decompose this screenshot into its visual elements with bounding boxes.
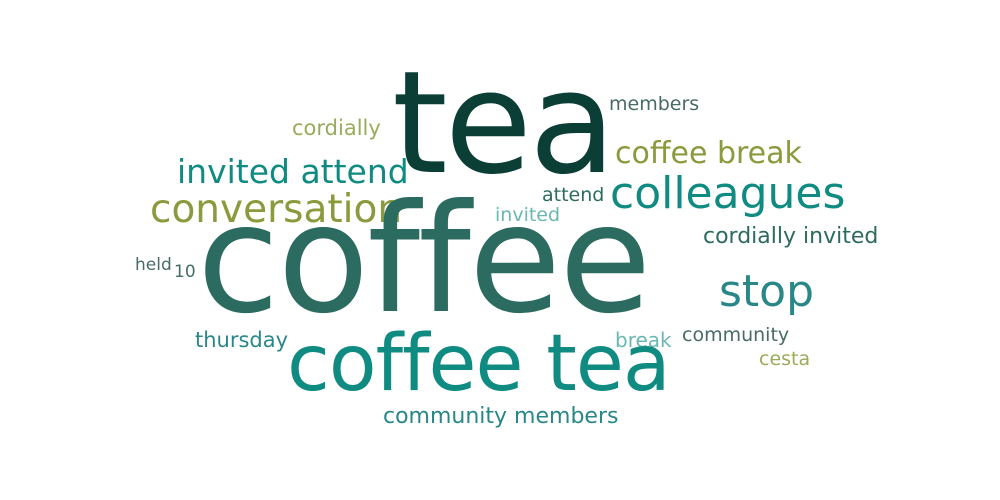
word-invited: invited bbox=[495, 204, 561, 226]
word-conversation: conversation bbox=[150, 187, 403, 232]
word-cordially-invited: cordially invited bbox=[703, 224, 879, 249]
word-held: held bbox=[135, 255, 172, 275]
word-colleagues: colleagues bbox=[610, 168, 846, 219]
word-coffee-break: coffee break bbox=[615, 136, 802, 171]
word-members: members bbox=[609, 93, 700, 115]
word-attend: attend bbox=[542, 184, 605, 206]
word-cesta: cesta bbox=[759, 348, 811, 370]
word-10: 10 bbox=[174, 262, 196, 282]
word-tea: tea bbox=[392, 41, 616, 206]
word-break: break bbox=[615, 328, 672, 352]
word-stop: stop bbox=[719, 266, 815, 317]
word-community: community bbox=[682, 324, 790, 346]
word-cordially: cordially bbox=[292, 116, 381, 140]
word-community-members: community members bbox=[383, 404, 619, 429]
word-thursday: thursday bbox=[195, 328, 289, 352]
word-coffee-tea: coffee tea bbox=[287, 319, 671, 409]
word-invited-attend: invited attend bbox=[177, 152, 409, 191]
word-coffee: coffee bbox=[197, 173, 651, 347]
